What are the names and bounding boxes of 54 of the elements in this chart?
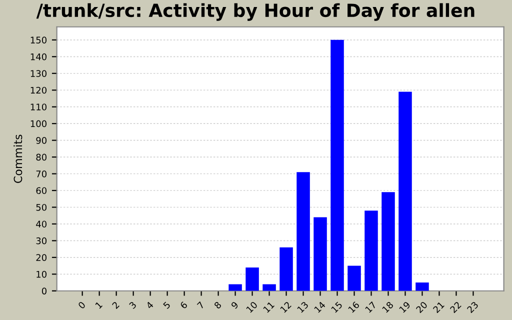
y-tick-label: 30	[36, 237, 47, 244]
y-tick-label: 50	[36, 204, 47, 211]
x-tick-label: 13	[296, 301, 309, 313]
x-tick-label: 2	[112, 301, 120, 310]
x-tick-label: 5	[162, 301, 171, 310]
y-tick-label: 70	[36, 170, 47, 178]
bar	[382, 192, 395, 291]
x-tick-label: 4	[146, 301, 154, 310]
y-tick-label: 0	[42, 288, 47, 294]
x-tick-label: 21	[432, 301, 444, 314]
x-tick-label: 18	[382, 301, 394, 313]
x-tick-label: 0	[78, 301, 86, 310]
x-tick-label: 22	[450, 301, 462, 314]
y-tick-label: 150	[30, 36, 47, 44]
x-tick-label: 11	[263, 301, 275, 313]
bar	[228, 284, 242, 291]
x-tick-label: 6	[180, 301, 188, 310]
x-tick-label: 15	[331, 301, 343, 313]
x-tick-label: 17	[364, 301, 377, 313]
y-tick-label: 90	[36, 137, 47, 144]
bar	[364, 210, 378, 291]
x-tick-label: 16	[348, 301, 360, 313]
chart-title: /trunk/src: Activity by Hour of Day for allen	[36, 3, 474, 21]
y-tick-label: 100	[30, 120, 47, 128]
y-tick-label: 80	[36, 154, 47, 161]
y-tick-label: 120	[30, 86, 47, 94]
x-tick-label: 19	[398, 301, 411, 313]
bar	[348, 266, 361, 291]
bar	[246, 267, 259, 291]
x-tick-label: 23	[466, 301, 479, 314]
y-tick-label: 20	[36, 254, 47, 261]
bar	[330, 40, 344, 291]
x-tick-label: 14	[314, 301, 326, 313]
y-tick-label: 60	[36, 187, 47, 194]
bar	[262, 284, 276, 291]
y-tick-label: 40	[36, 220, 47, 228]
y-tick-label: 10	[36, 270, 47, 278]
bar	[280, 247, 293, 291]
bar	[314, 217, 327, 291]
x-tick-label: 7	[196, 301, 205, 309]
bar	[416, 282, 429, 291]
bar	[296, 172, 310, 291]
x-tick-label: 1	[95, 301, 103, 309]
x-tick-label: 9	[230, 301, 239, 310]
x-tick-label: 8	[214, 301, 222, 310]
y-tick-label: 130	[30, 70, 47, 77]
x-tick-label: 20	[416, 301, 428, 314]
x-tick-label: 10	[246, 301, 258, 313]
y-axis-title: Commits	[14, 134, 22, 183]
y-tick-label: 140	[30, 53, 47, 60]
bar	[398, 92, 412, 291]
y-tick-label: 110	[30, 104, 47, 110]
x-tick-label: 12	[280, 301, 292, 313]
x-tick-label: 3	[128, 301, 137, 310]
